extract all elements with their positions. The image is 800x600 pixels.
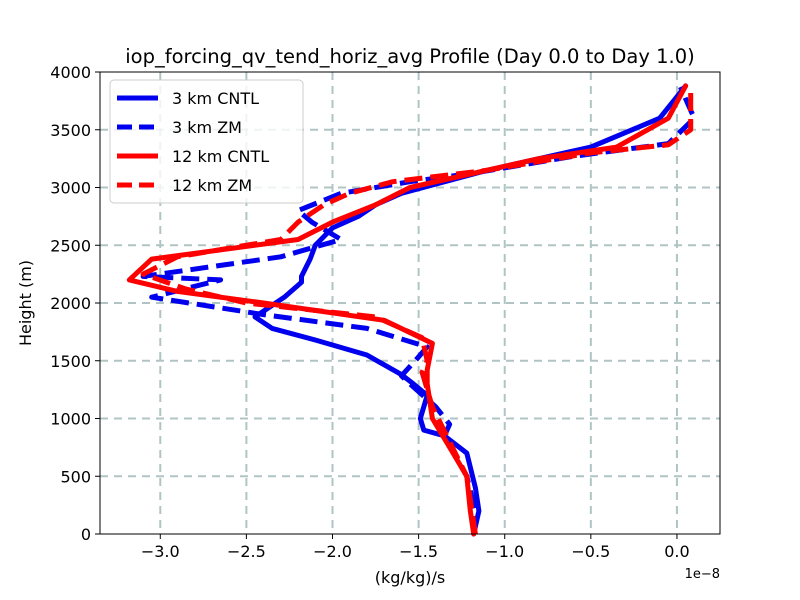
plot-series	[126, 83, 697, 537]
y-tick-label: 500	[60, 467, 91, 486]
y-tick-label: 1500	[50, 352, 91, 371]
x-tick-label: −2.5	[227, 542, 266, 561]
series-line-12-km-zm	[140, 89, 694, 535]
y-tick-label: 2000	[50, 294, 91, 313]
y-tick-label: 1000	[50, 410, 91, 429]
legend-label-12-km-cntl: 12 km CNTL	[172, 147, 269, 166]
y-tick-label: 4000	[50, 63, 91, 82]
y-tick-label: 2500	[50, 236, 91, 255]
x-axis-offset-label: 1e−8	[685, 567, 720, 582]
legend-label-3-km-cntl: 3 km CNTL	[172, 89, 259, 108]
x-tick-label: −2.0	[313, 542, 352, 561]
legend-label-12-km-zm: 12 km ZM	[172, 176, 252, 195]
legend: 3 km CNTL 3 km ZM 12 km CNTL 12 km ZM	[109, 79, 304, 204]
ticks: −3.0 −2.5 −2.0 −1.5 −1.0 −0.5 0.0 0 500 1000 1500 2…	[50, 63, 689, 561]
legend-label-3-km-zm: 3 km ZM	[172, 118, 242, 137]
legend-box	[109, 79, 304, 204]
x-tick-label: −1.5	[399, 542, 438, 561]
y-tick-label: 3000	[50, 179, 91, 198]
y-axis-title: Height (m)	[16, 260, 35, 346]
x-tick-label: −1.0	[485, 542, 524, 561]
chart-title: iop_forcing_qv_tend_horiz_avg Profile (D…	[125, 45, 695, 68]
y-tick-label: 0	[81, 525, 91, 544]
x-tick-label: −0.5	[571, 542, 610, 561]
x-tick-label: −3.0	[141, 542, 180, 561]
x-tick-label: 0.0	[664, 542, 689, 561]
y-tick-label: 3500	[50, 121, 91, 140]
x-axis-title: (kg/kg)/s	[375, 568, 445, 587]
